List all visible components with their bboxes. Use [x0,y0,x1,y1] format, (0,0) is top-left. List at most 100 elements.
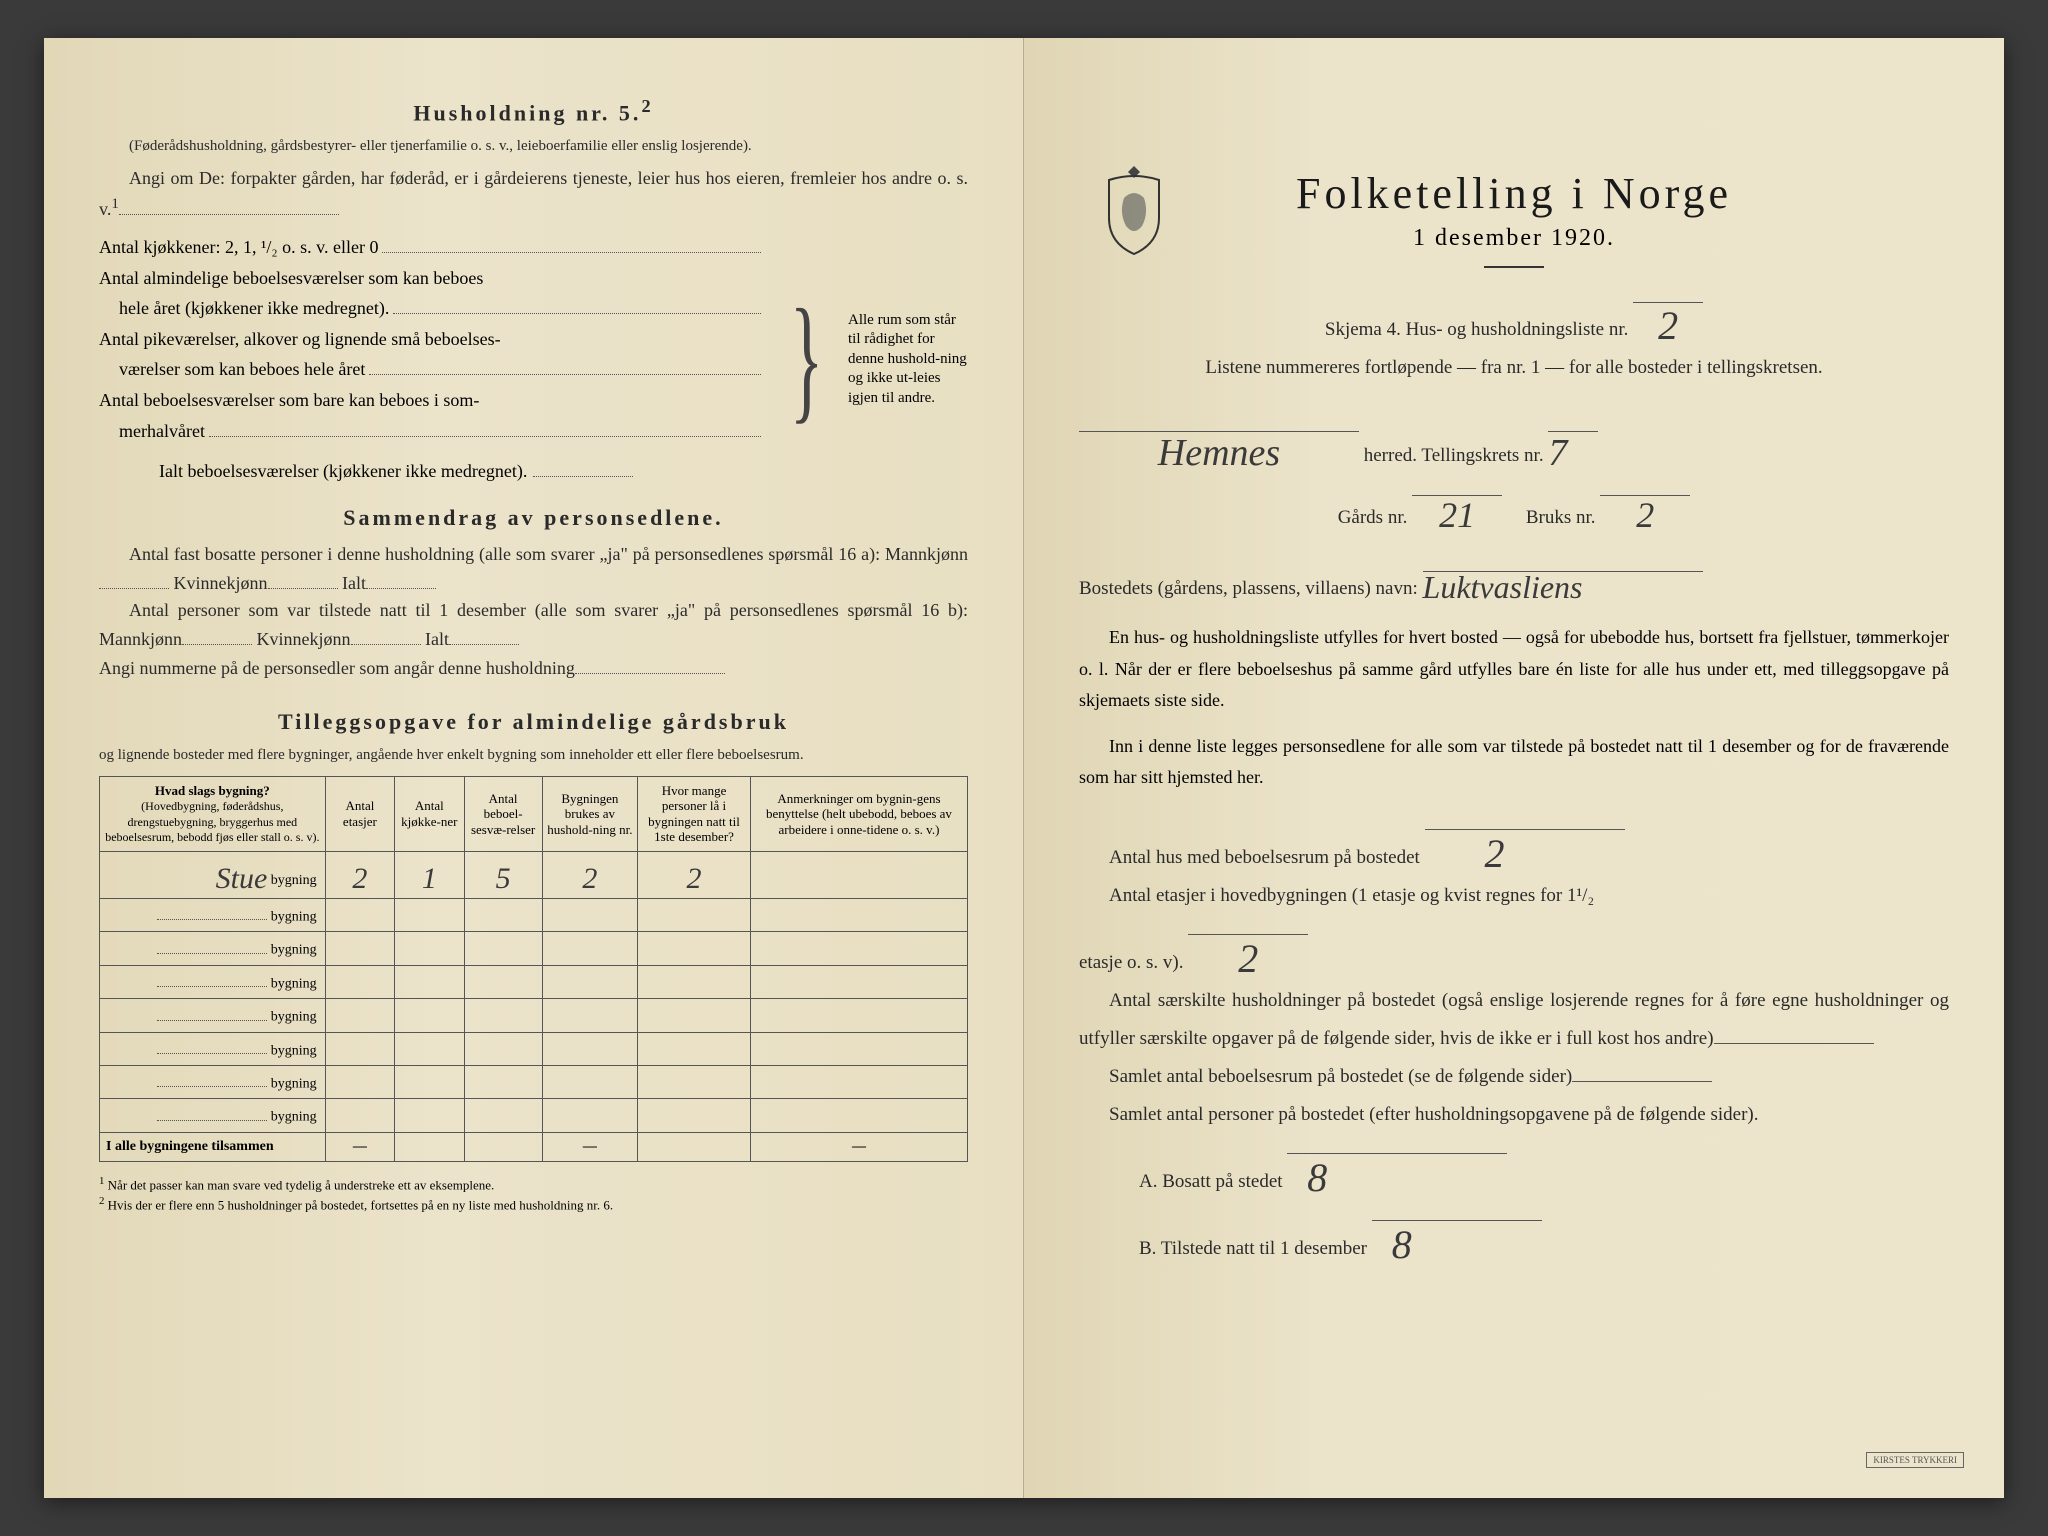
bygning-table: Hvad slags bygning? (Hovedbygning, føder… [99,776,968,1162]
kj-l2a: Antal almindelige beboelsesværelser som … [99,263,483,294]
kj-l5: Ialt beboelsesværelser (kjøkkener ikke m… [99,456,527,487]
r1c3: 5 [496,862,511,895]
samm-p1-text: Antal fast bosatte personer i denne hush… [129,544,968,564]
samm-kv2: Kvinnekjønn [257,629,351,649]
para-1: En hus- og husholdningsliste utfylles fo… [1079,622,1949,717]
l-pers: Samlet antal personer på bostedet (efter… [1109,1104,1758,1125]
husholdning-5-title: Husholdning nr. 5.2 [99,96,968,126]
para-2: Inn i denne liste legges personsedlene f… [1079,731,1949,794]
bosted-label: Bostedets (gårdens, plassens, villaens) … [1079,578,1418,599]
rum-line: Samlet antal beboelsesrum på bostedet (s… [1079,1058,1949,1096]
document-spread: Husholdning nr. 5.2 (Føderådshusholdning… [44,38,2004,1498]
samm-kv: Kvinnekjønn [174,573,268,593]
samm-p3: Angi nummerne på de personsedler som ang… [99,654,968,683]
listene-text: Listene nummereres fortløpende — fra nr.… [1079,349,1949,387]
bruks-nr: 2 [1636,495,1654,535]
b-line: B. Tilstede natt til 1 desember 8 [1079,1201,1949,1268]
r1c5: 2 [687,862,702,895]
gards-line: Gårds nr. 21 Bruks nr. 2 [1079,475,1949,537]
kj-l4a: Antal beboelsesværelser som bare kan beb… [99,385,479,416]
v-b: 8 [1392,1222,1412,1267]
a-line: A. Bosatt på stedet 8 [1079,1134,1949,1201]
kj-l3a: Antal pikeværelser, alkover og lignende … [99,324,501,355]
krets-nr: 7 [1548,432,1567,474]
h5-angi: Angi om De: forpakter gården, har føderå… [99,165,968,224]
th-etasjer: Antal etasjer [325,776,394,851]
skjema-line: Skjema 4. Hus- og husholdningsliste nr. … [1079,282,1949,349]
table-row: bygning [100,965,968,998]
l-rum: Samlet antal beboelsesrum på bostedet (s… [1109,1066,1572,1087]
th-vaerelser: Antal beboel-sesvæ-relser [464,776,542,851]
samm-p2: Antal personer som var tilstede natt til… [99,597,968,654]
coat-of-arms-icon [1094,158,1174,258]
r1c4: 2 [582,862,597,895]
h5-sup: 2 [641,96,653,116]
gards-nr: 21 [1439,495,1475,535]
table-row: bygning [100,1066,968,1099]
kj-l4b: merhalvåret [99,416,205,447]
liste-nr: 2 [1658,303,1678,348]
divider [1484,266,1544,268]
etasje-line2: etasje o. s. v). 2 [1079,915,1949,982]
l-et1: Antal etasjer i hovedbygningen (1 etasje… [1109,885,1594,906]
sammendrag-title: Sammendrag av personsedlene. [99,505,968,531]
table-row: bygning [100,932,968,965]
l-b: B. Tilstede natt til 1 desember [1139,1238,1367,1259]
saer-line: Antal særskilte husholdninger på bostede… [1079,982,1949,1058]
brace-left-content: Antal kjøkkener: 2, 1, ¹/₂ o. s. v. elle… [99,232,765,487]
fn2: Hvis der er flere enn 5 husholdninger på… [108,1197,613,1212]
brace-icon: } [786,296,828,422]
bosted-line: Bostedets (gårdens, plassens, villaens) … [1079,551,1949,608]
bygning-word: bygning [271,873,317,888]
th-bygning: Hvad slags bygning? (Hovedbygning, føder… [100,776,326,851]
samm-ialt2: Ialt [425,629,449,649]
table-row: bygning [100,999,968,1032]
v-hus: 2 [1485,831,1505,876]
left-page: Husholdning nr. 5.2 (Føderådshusholdning… [44,38,1024,1498]
kj-l1: Antal kjøkkener: 2, 1, ¹/₂ o. s. v. elle… [99,232,378,263]
printer-stamp: KIRSTES TRYKKERI [1866,1452,1964,1468]
l-et2: etasje o. s. v). [1079,952,1183,973]
samm-ialt: Ialt [342,573,366,593]
r1c2: 1 [422,862,437,895]
bygning-tbody: Stue bygning 2 1 5 2 2 bygning bygning b… [100,852,968,1162]
h5-subtitle: (Føderådshusholdning, gårdsbestyrer- ell… [99,136,968,157]
th-anmerk: Anmerkninger om bygnin-gens benyttelse (… [750,776,967,851]
l-hus: Antal hus med beboelsesrum på bostedet [1109,847,1420,868]
kj-l3b: værelser som kan beboes hele året [99,354,365,385]
right-page: Folketelling i Norge 1 desember 1920. Sk… [1024,38,2004,1498]
kj-l2b: hele året (kjøkkener ikke medregnet). [99,293,389,324]
h5-title-text: Husholdning nr. 5. [413,100,641,125]
kjokken-brace-group: Antal kjøkkener: 2, 1, ¹/₂ o. s. v. elle… [99,232,968,487]
v-a: 8 [1307,1155,1327,1200]
bosted-hw: Luktvasliens [1423,569,1583,605]
main-title: Folketelling i Norge [1079,168,1949,219]
th-kjokkener: Antal kjøkke-ner [395,776,464,851]
th-personer: Hvor mange personer lå i bygningen natt … [638,776,751,851]
table-total-row: I alle bygningene tilsammen——— [100,1132,968,1161]
fn1: Når det passer kan man svare ved tydelig… [108,1177,495,1192]
table-row: bygning [100,899,968,932]
th1-sub: (Hovedbygning, føderådshus, drengstuebyg… [105,799,319,844]
th-brukes: Bygningen brukes av hushold-ning nr. [542,776,637,851]
footnotes: 1 Når det passer kan man svare ved tydel… [99,1174,968,1214]
v-et: 2 [1238,936,1258,981]
tillegg-sub: og lignende bosteder med flere bygninger… [99,745,968,766]
herred-line: Hemnes herred. Tellingskrets nr. 7 [1079,411,1949,475]
bruks-label: Bruks nr. [1526,507,1596,528]
brace-right-text: Alle rum som står til rådighet for denne… [848,311,968,409]
samm-p3-text: Angi nummerne på de personsedler som ang… [99,658,575,678]
herred-hw: Hemnes [1158,432,1280,474]
r1c1: 2 [352,862,367,895]
etasje-line: Antal etasjer i hovedbygningen (1 etasje… [1079,877,1949,915]
pers-line: Samlet antal personer på bostedet (efter… [1079,1096,1949,1134]
sub-title: 1 desember 1920. [1079,225,1949,252]
herred-label: herred. Tellingskrets nr. [1364,445,1544,466]
table-row: bygning [100,1032,968,1065]
tot-label: I alle bygningene tilsammen [100,1132,326,1161]
hus-line: Antal hus med beboelsesrum på bostedet 2 [1079,810,1949,877]
skjema-text: Skjema 4. Hus- og husholdningsliste nr. [1325,319,1628,340]
samm-p1: Antal fast bosatte personer i denne hush… [99,541,968,598]
table-row: Stue bygning 2 1 5 2 2 [100,852,968,899]
row1-name: Stue [216,862,268,895]
